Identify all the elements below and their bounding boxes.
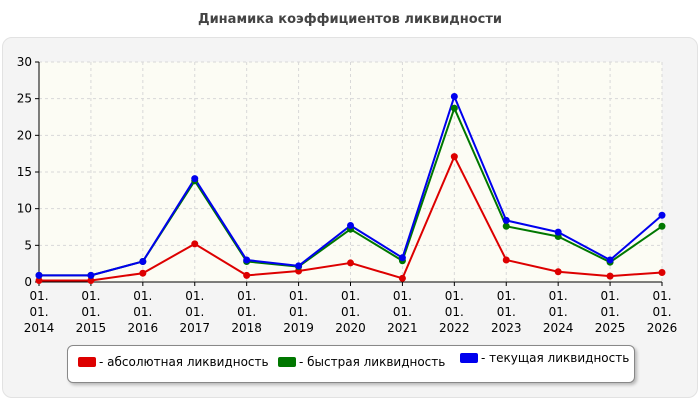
legend-item: - абсолютная ликвидность	[78, 354, 269, 370]
data-point-series-1	[502, 256, 510, 264]
data-point-series-3	[87, 271, 95, 279]
y-tick-label: 20	[17, 128, 32, 142]
data-point-series-1	[398, 274, 406, 282]
data-point-series-1	[554, 268, 562, 276]
y-tick-label: 30	[17, 55, 32, 69]
data-point-series-1	[139, 269, 147, 277]
legend-label: - текущая ликвидность	[481, 351, 630, 365]
data-point-series-3	[243, 256, 251, 264]
legend-item: - быстрая ликвидность	[278, 354, 445, 370]
data-point-series-1	[243, 271, 251, 279]
data-point-series-3	[35, 271, 43, 279]
x-tick-label: 01. 01. 2017	[179, 289, 210, 335]
chart-title: Динамика коэффициентов ликвидности	[198, 12, 502, 27]
x-tick-label: 01. 01. 2015	[76, 289, 107, 335]
data-point-series-1	[191, 240, 199, 248]
data-point-series-2	[450, 104, 458, 112]
data-point-series-3	[139, 257, 147, 265]
data-point-series-1	[450, 153, 458, 161]
data-point-series-1	[35, 277, 43, 285]
data-point-series-3	[398, 254, 406, 262]
legend: - абсолютная ликвидность - быстрая ликвид…	[67, 345, 635, 383]
data-point-series-3	[554, 228, 562, 236]
data-point-series-3	[347, 222, 354, 230]
data-point-series-2	[658, 222, 666, 230]
x-tick-label: 01. 01. 2023	[491, 289, 522, 335]
legend-swatch	[278, 357, 296, 367]
legend-label: - абсолютная ликвидность	[99, 355, 269, 369]
x-tick-label: 01. 01. 2020	[335, 289, 366, 335]
data-point-series-3	[295, 262, 303, 270]
data-point-series-3	[450, 92, 458, 100]
y-tick-label: 0	[24, 275, 32, 289]
y-tick-label: 10	[17, 202, 32, 216]
x-tick-label: 01. 01. 2024	[543, 289, 574, 335]
data-point-series-1	[658, 268, 666, 276]
x-tick-label: 01. 01. 2018	[231, 289, 262, 335]
y-tick-label: 5	[24, 238, 32, 252]
legend-swatch	[78, 357, 96, 367]
x-tick-label: 01. 01. 2026	[647, 289, 678, 335]
x-tick-label: 01. 01. 2022	[439, 289, 470, 335]
x-tick-label: 01. 01. 2021	[387, 289, 418, 335]
data-point-series-2	[502, 222, 510, 230]
data-point-series-1	[87, 277, 95, 285]
data-point-series-3	[606, 256, 614, 264]
x-tick-label: 01. 01. 2016	[128, 289, 159, 335]
y-tick-label: 25	[17, 92, 32, 106]
legend-label: - быстрая ликвидность	[299, 355, 446, 369]
data-point-series-1	[347, 259, 354, 267]
x-tick-label: 01. 01. 2019	[283, 289, 314, 335]
x-tick-label: 01. 01. 2025	[595, 289, 626, 335]
x-tick-label: 01. 01. 2014	[24, 289, 55, 335]
legend-swatch	[460, 353, 478, 363]
legend-item: - текущая ликвидность	[460, 350, 629, 366]
y-tick-label: 15	[17, 165, 32, 179]
data-point-series-3	[191, 175, 199, 183]
data-point-series-1	[606, 272, 614, 280]
data-point-series-3	[658, 211, 666, 219]
data-point-series-3	[502, 216, 510, 224]
